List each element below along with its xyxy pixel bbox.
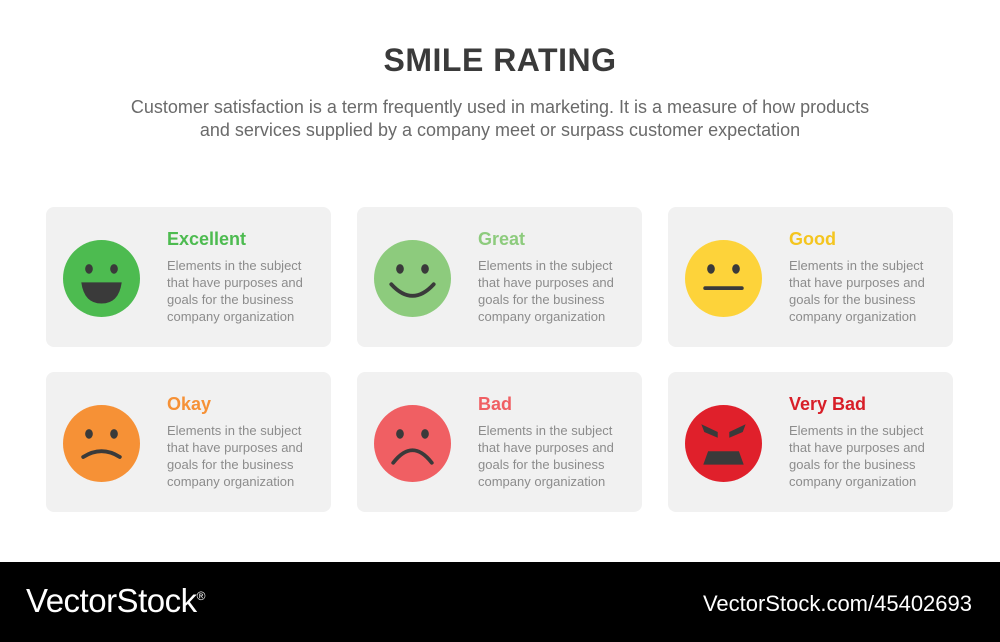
brand-url: VectorStock.com/45402693 (702, 591, 972, 616)
rating-description: Elements in the subject that have purpos… (789, 257, 939, 325)
rating-description: Elements in the subject that have purpos… (478, 422, 628, 490)
desc-line: goals for the business (478, 292, 605, 307)
brand-name: VectorStock (26, 582, 197, 619)
desc-line: company organization (478, 474, 606, 489)
frown-face-icon (374, 405, 451, 482)
desc-line: that have purposes and (167, 440, 303, 455)
rating-card-excellent: Excellent Elements in the subject that h… (46, 207, 331, 347)
smile-face-icon (374, 240, 451, 317)
face-circle (685, 240, 762, 317)
registered-mark: ® (196, 589, 206, 603)
rating-card-very-bad: Very Bad Elements in the subject that ha… (668, 372, 953, 512)
desc-line: Elements in the subject (167, 258, 302, 273)
desc-line: goals for the business (167, 292, 294, 307)
desc-line: Elements in the subject (167, 423, 302, 438)
desc-line: that have purposes and (478, 275, 614, 290)
rating-label: Great (478, 229, 526, 249)
slight-frown-face-icon (63, 405, 140, 482)
desc-line: goals for the business (167, 457, 294, 472)
rating-card-good: Good Elements in the subject that have p… (668, 207, 953, 347)
rating-description: Elements in the subject that have purpos… (789, 422, 939, 490)
rating-card-great: Great Elements in the subject that have … (357, 207, 642, 347)
rating-description: Elements in the subject that have purpos… (478, 257, 628, 325)
desc-line: company organization (789, 474, 917, 489)
face-circle (63, 405, 140, 482)
rating-label: Excellent (167, 229, 247, 249)
subtitle-line-2: and services supplied by a company meet … (199, 120, 801, 140)
watermark-footer: VectorStock® VectorStock.com/45402693 (0, 562, 1000, 642)
desc-line: that have purposes and (789, 440, 925, 455)
rating-label: Okay (167, 394, 212, 414)
desc-line: goals for the business (789, 457, 916, 472)
angry-face-icon (685, 405, 762, 482)
desc-line: company organization (478, 309, 606, 324)
neutral-face-icon (685, 240, 762, 317)
page-subtitle: Customer satisfaction is a term frequent… (60, 96, 940, 142)
desc-line: that have purposes and (789, 275, 925, 290)
rating-description: Elements in the subject that have purpos… (167, 257, 317, 325)
face-circle (374, 405, 451, 482)
desc-line: Elements in the subject (789, 423, 924, 438)
desc-line: that have purposes and (478, 440, 614, 455)
desc-line: goals for the business (478, 457, 605, 472)
rating-label: Very Bad (789, 394, 867, 414)
page-title: SMILE RATING (383, 42, 617, 78)
desc-line: Elements in the subject (478, 258, 613, 273)
desc-line: goals for the business (789, 292, 916, 307)
rating-label: Bad (478, 394, 513, 414)
brand-logo: VectorStock® (26, 582, 205, 620)
rating-card-okay: Okay Elements in the subject that have p… (46, 372, 331, 512)
face-circle (63, 240, 140, 317)
desc-line: company organization (167, 309, 295, 324)
big-smile-face-icon (63, 240, 140, 317)
face-circle (374, 240, 451, 317)
rating-description: Elements in the subject that have purpos… (167, 422, 317, 490)
desc-line: company organization (167, 474, 295, 489)
desc-line: company organization (789, 309, 917, 324)
subtitle-line-1: Customer satisfaction is a term frequent… (130, 97, 870, 117)
desc-line: Elements in the subject (789, 258, 924, 273)
face-circle (685, 405, 762, 482)
rating-label: Good (789, 229, 836, 249)
desc-line: that have purposes and (167, 275, 303, 290)
rating-card-bad: Bad Elements in the subject that have pu… (357, 372, 642, 512)
desc-line: Elements in the subject (478, 423, 613, 438)
